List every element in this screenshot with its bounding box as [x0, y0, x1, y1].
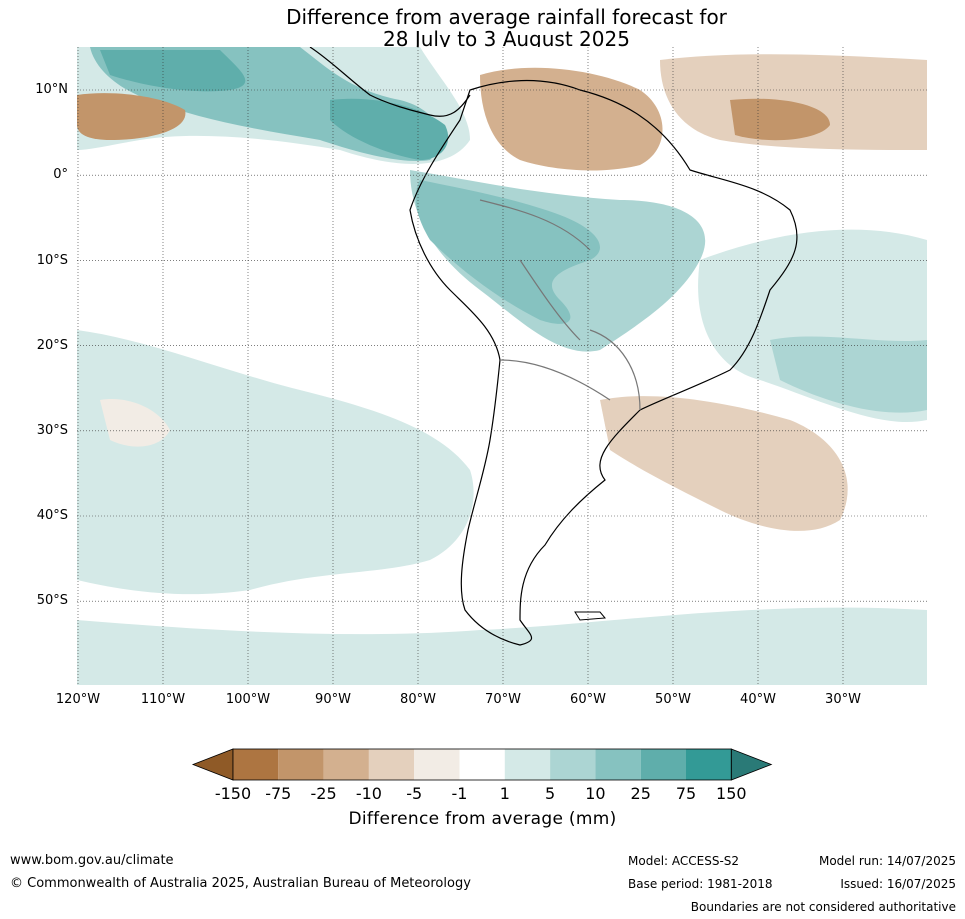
- colorbar-title: Difference from average (mm): [348, 809, 617, 829]
- colorbar-tick-label: -150: [214, 784, 252, 803]
- falkland-islands: [574, 611, 607, 621]
- colorbar-tick-label: -10: [355, 784, 382, 803]
- lat-label-30s: 30°S: [36, 423, 68, 438]
- colorbar-segment: [550, 749, 596, 780]
- map-title-line-1: Difference from average rainfall forecas…: [286, 5, 727, 29]
- colorbar-segment: [459, 749, 505, 780]
- lon-label-110w: 110°W: [140, 692, 186, 707]
- lon-label-90w: 90°W: [315, 692, 351, 707]
- wet-area-southern-ocean: [77, 607, 927, 685]
- lon-label-100w: 100°W: [225, 692, 271, 707]
- boundaries-disclaimer: Boundaries are not considered authoritat…: [690, 900, 956, 914]
- colorbar-tick-label: 75: [675, 784, 697, 803]
- colorbar-extend-low: [191, 748, 234, 781]
- wet-area-tropical-pacific-core: [100, 50, 246, 92]
- colorbar-tick-label: -75: [265, 784, 292, 803]
- colorbar-tick-label: 150: [716, 784, 747, 803]
- colorbar-tick-label: 10: [585, 784, 606, 803]
- gridlines: [77, 47, 927, 685]
- lon-label-40w: 40°W: [740, 692, 776, 707]
- colorbar-segment: [233, 749, 279, 780]
- colorbar-segment: [504, 749, 551, 780]
- lat-label-10n: 10°N: [35, 82, 68, 97]
- colorbar-tick-label: 5: [545, 784, 556, 803]
- country-borders: [479, 199, 641, 411]
- wet-area-panama-core: [330, 98, 449, 160]
- colorbar-segment: [686, 749, 732, 780]
- base-period: Base period: 1981-2018: [628, 877, 773, 891]
- map-field: [77, 47, 927, 685]
- colorbar-tick-label: -5: [406, 784, 423, 803]
- dry-area-south-pacific-small: [100, 399, 170, 447]
- colorbar-tick-label: -1: [451, 784, 468, 803]
- lon-label-30w: 30°W: [825, 692, 861, 707]
- colorbar-extend-high: [730, 748, 773, 781]
- lat-label-0: 0°: [53, 167, 68, 182]
- rainfall-anomaly-map: [77, 47, 927, 685]
- lat-label-10s: 10°S: [36, 253, 68, 268]
- south-america-coastline: [409, 79, 798, 646]
- colorbar-segments: [191, 748, 773, 781]
- dry-area-north-atlantic-core: [730, 98, 830, 141]
- colorbar-frame: [232, 748, 732, 781]
- colorbar-segment: [595, 749, 641, 780]
- lon-label-60w: 60°W: [570, 692, 606, 707]
- issued-date: Issued: 16/07/2025: [840, 877, 956, 891]
- lat-label-20s: 20°S: [36, 338, 68, 353]
- lat-label-50s: 50°S: [36, 593, 68, 608]
- website-link[interactable]: www.bom.gov.au/climate: [10, 853, 174, 868]
- colorbar-segment: [368, 749, 415, 780]
- colorbar-segment: [278, 749, 324, 780]
- colorbar-tick-label: 1: [499, 784, 510, 803]
- colorbar-segment: [323, 749, 369, 780]
- wet-area-amazon-core: [415, 180, 600, 324]
- lon-label-50w: 50°W: [655, 692, 691, 707]
- colorbar-segment: [640, 749, 686, 780]
- colorbar-tick-label: 25: [630, 784, 651, 803]
- colorbar-segment: [414, 749, 460, 780]
- dry-area-uruguay: [600, 396, 848, 531]
- lon-label-70w: 70°W: [485, 692, 521, 707]
- model-run-date: Model run: 14/07/2025: [818, 854, 956, 868]
- lat-label-40s: 40°S: [36, 508, 68, 523]
- dry-area-northern-south-america: [480, 67, 663, 171]
- model-name: Model: ACCESS-S2: [628, 854, 740, 868]
- central-america-coastline: [309, 47, 471, 117]
- lon-label-80w: 80°W: [400, 692, 436, 707]
- copyright-text: © Commonwealth of Australia 2025, Austra…: [10, 876, 471, 891]
- lon-label-120w: 120°W: [55, 692, 101, 707]
- wet-area-south-atlantic-inner: [770, 336, 927, 413]
- dry-area-east-pacific: [77, 93, 186, 140]
- map-title-line-2: 28 July to 3 August 2025: [383, 27, 630, 51]
- colorbar-tick-label: -25: [310, 784, 337, 803]
- wet-area-south-pacific: [77, 330, 474, 595]
